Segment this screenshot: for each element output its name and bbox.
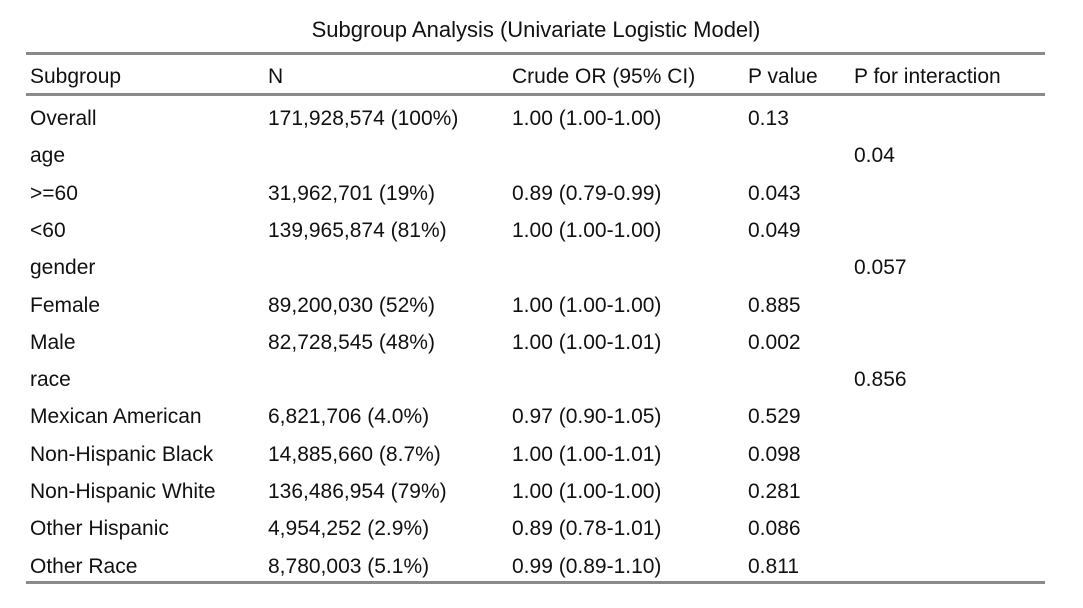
cell-p-value: 0.13 (748, 107, 789, 130)
table-header-row: Subgroup N Crude OR (95% CI) P value P f… (0, 62, 1083, 92)
table-row: Non-Hispanic White 136,486,954 (79%) 1.00 … (0, 477, 1083, 507)
cell-p-value: 0.811 (748, 555, 799, 578)
cell-subgroup: Mexican American (30, 405, 202, 428)
table-row: Other Hispanic 4,954,252 (2.9%) 0.89 (0.78… (0, 514, 1083, 544)
table-row: Non-Hispanic Black 14,885,660 (8.7%) 1.00 … (0, 440, 1083, 470)
table-row: Overall 171,928,574 (100%) 1.00 (1.00-1.00… (0, 104, 1083, 134)
cell-crude-or: 0.97 (0.90-1.05) (512, 405, 662, 428)
cell-p-value: 0.086 (748, 517, 801, 540)
cell-n: 82,728,545 (48%) (268, 331, 435, 354)
cell-subgroup: Female (30, 294, 101, 317)
table-row: Female 89,200,030 (52%) 1.00 (1.00-1.00) 0.… (0, 291, 1083, 321)
cell-n: 89,200,030 (52%) (268, 294, 435, 317)
table-row: age 0.04 (0, 141, 1083, 171)
cell-n: 4,954,252 (2.9%) (268, 517, 430, 540)
table-row: Male 82,728,545 (48%) 1.00 (1.00-1.01) 0.00… (0, 328, 1083, 358)
cell-subgroup: gender (30, 256, 96, 279)
cell-n: 171,928,574 (100%) (268, 107, 459, 130)
cell-crude-or: 1.00 (1.00-1.00) (512, 480, 662, 503)
cell-p-value: 0.529 (748, 405, 801, 428)
cell-subgroup: age (30, 144, 66, 167)
cell-p-value: 0.043 (748, 182, 801, 205)
table-title: Subgroup Analysis (Univariate Logistic M… (311, 17, 761, 42)
table-row: gender 0.057 (0, 253, 1083, 283)
cell-n: 136,486,954 (79%) (268, 480, 447, 503)
cell-n: 14,885,660 (8.7%) (268, 443, 441, 466)
table-row: <60 139,965,874 (81%) 1.00 (1.00-1.00) 0.04… (0, 216, 1083, 246)
cell-subgroup: Male (30, 331, 76, 354)
cell-subgroup: Overall (30, 107, 97, 130)
cell-n: 6,821,706 (4.0%) (268, 405, 430, 428)
cell-crude-or: 0.99 (0.89-1.10) (512, 555, 662, 578)
table-row: Other Race 8,780,003 (5.1%) 0.99 (0.89-1.1… (0, 552, 1083, 582)
cell-n: 31,962,701 (19%) (268, 182, 435, 205)
cell-p-interaction: 0.856 (854, 368, 907, 391)
table-row: >=60 31,962,701 (19%) 0.89 (0.79-0.99) 0.04… (0, 179, 1083, 209)
cell-crude-or: 1.00 (1.00-1.00) (512, 219, 662, 242)
cell-p-interaction: 0.04 (854, 144, 895, 167)
cell-subgroup: race (30, 368, 71, 391)
cell-crude-or: 1.00 (1.00-1.01) (512, 331, 662, 354)
cell-n: 139,965,874 (81%) (268, 219, 447, 242)
cell-crude-or: 0.89 (0.79-0.99) (512, 182, 662, 205)
cell-crude-or: 0.89 (0.78-1.01) (512, 517, 662, 540)
cell-p-value: 0.885 (748, 294, 801, 317)
cell-p-value: 0.098 (748, 443, 801, 466)
table-row: Mexican American 6,821,706 (4.0%) 0.97 (0.… (0, 402, 1083, 432)
cell-crude-or: 1.00 (1.00-1.01) (512, 443, 662, 466)
cell-crude-or: 1.00 (1.00-1.00) (512, 294, 662, 317)
header-p-value: P value (748, 65, 818, 88)
cell-n: 8,780,003 (5.1%) (268, 555, 430, 578)
cell-p-interaction: 0.057 (854, 256, 907, 279)
header-n: N (268, 65, 284, 88)
table-header-rule (26, 93, 1045, 96)
table-bottom-rule (26, 581, 1045, 584)
header-subgroup: Subgroup (30, 65, 122, 88)
cell-subgroup: Other Race (30, 555, 138, 578)
header-crude-or: Crude OR (95% CI) (512, 65, 696, 88)
cell-subgroup: Other Hispanic (30, 517, 169, 540)
cell-subgroup: >=60 (30, 182, 78, 205)
header-p-interaction: P for interaction (854, 65, 1001, 88)
cell-crude-or: 1.00 (1.00-1.00) (512, 107, 662, 130)
table-row: race 0.856 (0, 365, 1083, 395)
cell-subgroup: Non-Hispanic White (30, 480, 216, 503)
cell-subgroup: Non-Hispanic Black (30, 443, 214, 466)
cell-subgroup: <60 (30, 219, 66, 242)
table-top-rule (26, 52, 1045, 55)
cell-p-value: 0.049 (748, 219, 801, 242)
cell-p-value: 0.002 (748, 331, 801, 354)
cell-p-value: 0.281 (748, 480, 801, 503)
